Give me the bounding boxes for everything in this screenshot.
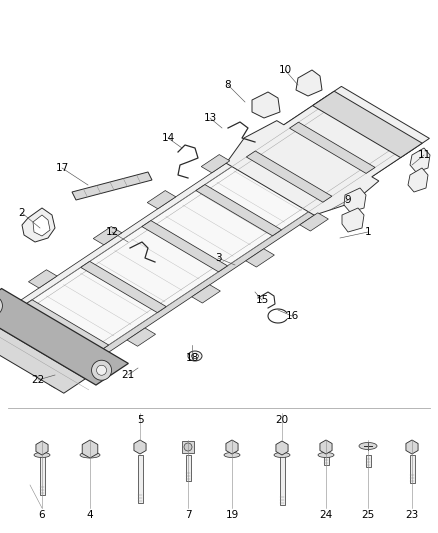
- Circle shape: [184, 443, 192, 451]
- Text: 1: 1: [365, 227, 371, 237]
- Ellipse shape: [224, 453, 240, 457]
- Polygon shape: [226, 86, 429, 215]
- Ellipse shape: [80, 452, 100, 458]
- Ellipse shape: [188, 351, 202, 361]
- Polygon shape: [127, 328, 155, 346]
- Polygon shape: [49, 144, 415, 388]
- Polygon shape: [192, 285, 220, 303]
- Text: 19: 19: [226, 510, 239, 520]
- Bar: [138, 455, 143, 503]
- Polygon shape: [201, 155, 230, 173]
- Text: 5: 5: [137, 415, 143, 425]
- Bar: [186, 455, 191, 481]
- Polygon shape: [33, 215, 50, 236]
- Text: 24: 24: [319, 510, 332, 520]
- Polygon shape: [0, 288, 128, 385]
- Polygon shape: [72, 172, 152, 200]
- Polygon shape: [300, 213, 328, 231]
- Polygon shape: [246, 151, 332, 202]
- Text: 16: 16: [286, 311, 299, 321]
- Bar: [366, 455, 371, 467]
- Polygon shape: [196, 184, 282, 236]
- Ellipse shape: [274, 453, 290, 457]
- Text: 7: 7: [185, 510, 191, 520]
- Text: 13: 13: [203, 113, 217, 123]
- Polygon shape: [344, 188, 366, 212]
- Circle shape: [96, 365, 106, 375]
- Polygon shape: [0, 96, 415, 388]
- Bar: [182, 441, 194, 453]
- Polygon shape: [313, 91, 422, 158]
- Polygon shape: [23, 300, 109, 351]
- Text: 11: 11: [417, 150, 431, 160]
- Circle shape: [0, 296, 3, 316]
- Ellipse shape: [359, 442, 377, 449]
- Text: 23: 23: [406, 510, 419, 520]
- Bar: [280, 455, 285, 505]
- Text: 18: 18: [185, 353, 198, 363]
- Polygon shape: [22, 208, 55, 242]
- Polygon shape: [142, 221, 227, 272]
- Polygon shape: [410, 148, 430, 172]
- Text: 2: 2: [19, 208, 25, 218]
- Text: 15: 15: [255, 295, 268, 305]
- Text: 9: 9: [345, 195, 351, 205]
- Polygon shape: [147, 191, 176, 209]
- Polygon shape: [246, 249, 274, 267]
- Ellipse shape: [191, 353, 198, 359]
- Text: 17: 17: [55, 163, 69, 173]
- Text: 8: 8: [225, 80, 231, 90]
- Bar: [410, 455, 415, 483]
- Polygon shape: [252, 92, 280, 118]
- Polygon shape: [408, 168, 428, 192]
- Text: 21: 21: [121, 370, 134, 380]
- Ellipse shape: [318, 453, 334, 457]
- Polygon shape: [342, 208, 364, 232]
- Text: 10: 10: [279, 65, 292, 75]
- Polygon shape: [0, 317, 85, 393]
- Text: 6: 6: [39, 510, 45, 520]
- Polygon shape: [0, 99, 409, 385]
- Text: 22: 22: [32, 375, 45, 385]
- Polygon shape: [93, 227, 122, 245]
- Ellipse shape: [34, 453, 50, 457]
- Text: 12: 12: [106, 227, 119, 237]
- Polygon shape: [81, 261, 166, 313]
- Text: 14: 14: [161, 133, 175, 143]
- Bar: [324, 455, 329, 465]
- Polygon shape: [296, 70, 322, 96]
- Text: 3: 3: [215, 253, 221, 263]
- Circle shape: [92, 360, 112, 380]
- Polygon shape: [290, 122, 375, 173]
- Polygon shape: [28, 270, 57, 288]
- Bar: [40, 455, 45, 495]
- Text: 4: 4: [87, 510, 93, 520]
- Polygon shape: [0, 96, 333, 340]
- Text: 25: 25: [361, 510, 374, 520]
- Text: 20: 20: [276, 415, 289, 425]
